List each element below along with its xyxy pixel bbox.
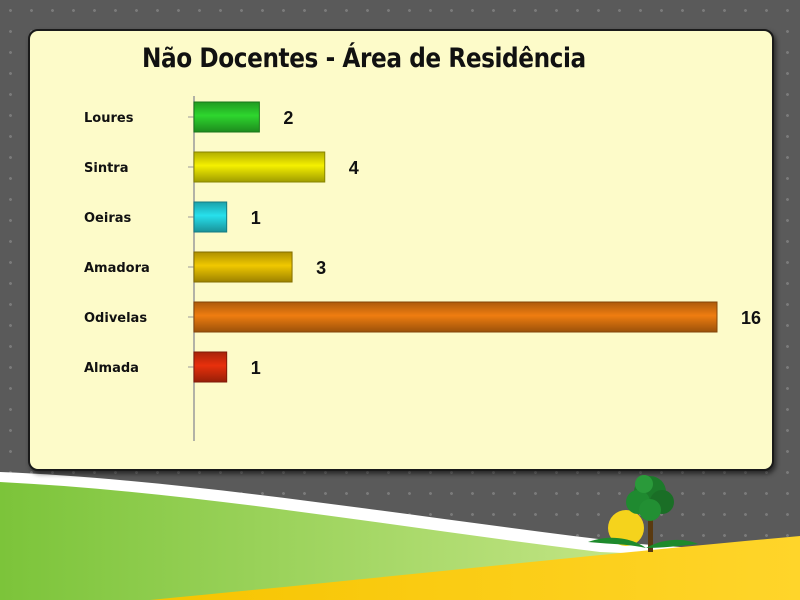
category-label-amadora: Amadora [84, 261, 150, 276]
bar-amadora [193, 251, 293, 283]
bar-loures [193, 101, 260, 133]
school-logo-tree-sun [588, 475, 698, 552]
bar-almada [193, 351, 228, 383]
chart-panel: Não Docentes - Área de Residência Loures… [28, 29, 774, 471]
category-label-odivelas: Odivelas [84, 311, 147, 326]
yellow-swoosh [150, 536, 800, 600]
data-label-odivelas: 16 [741, 308, 761, 328]
data-label-almada: 1 [251, 358, 261, 378]
data-label-sintra: 4 [349, 158, 359, 178]
bar-sintra [193, 151, 326, 183]
data-label-loures: 2 [283, 108, 293, 128]
bar-oeiras [193, 201, 228, 233]
category-label-almada: Almada [84, 361, 139, 376]
category-label-loures: Loures [84, 111, 134, 126]
category-label-oeiras: Oeiras [84, 211, 132, 226]
bar-odivelas [193, 301, 718, 333]
chart-title: Não Docentes - Área de Residência [142, 43, 586, 74]
data-label-amadora: 3 [316, 258, 326, 278]
category-label-sintra: Sintra [84, 161, 128, 176]
data-label-oeiras: 1 [251, 208, 261, 228]
bar-chart: Loures 2 Sintra 4 Oeiras 1 Amadora 3 Odivelas 16 A… [84, 96, 761, 441]
